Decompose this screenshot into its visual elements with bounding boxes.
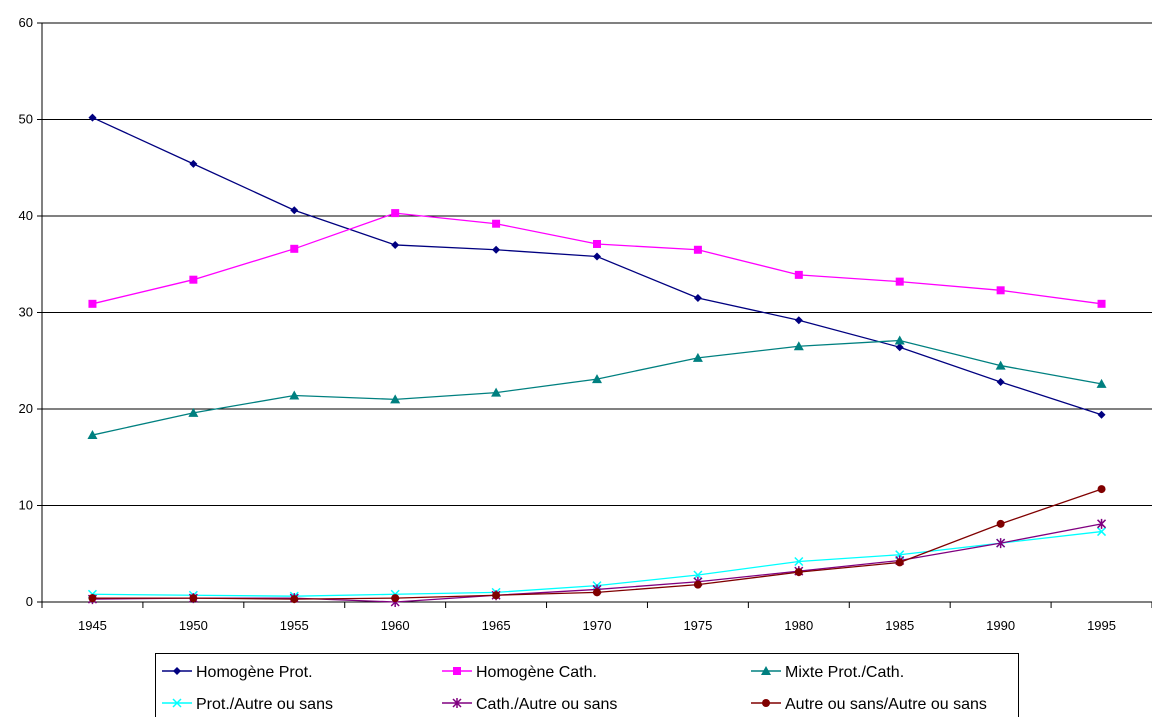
legend-label: Homogène Cath. [476,664,597,681]
legend-box [155,653,1019,717]
data-point [290,206,299,215]
series-line [92,339,1102,436]
data-point [794,316,803,325]
legend-marker [173,667,181,675]
legend-item: Homogène Prot. [162,664,313,681]
data-point [895,277,904,286]
x-tick-label: 1965 [482,618,511,633]
y-tick-label: 40 [19,208,33,223]
legend-label: Prot./Autre ou sans [196,696,333,713]
data-point [492,591,501,600]
data-point [593,588,601,597]
data-point [290,244,299,253]
data-point [88,113,97,122]
y-axis-ticks: 0 10 20 30 40 50 60 [19,15,42,609]
data-point [189,159,198,168]
data-point [1097,527,1107,537]
data-point [1097,485,1106,494]
data-point [88,594,97,603]
legend-marker [761,666,771,675]
data-point [794,556,804,567]
data-point [693,294,702,303]
legend-label: Mixte Prot./Cath. [785,664,904,681]
data-point [88,299,97,308]
x-tick-label: 1990 [986,618,1015,633]
y-tick-label: 20 [19,401,33,416]
series-layer [87,113,1107,607]
legend: Homogène Prot. Homogène Cath. Mixte Prot./… [155,653,1019,717]
x-tick-label: 1960 [381,618,410,633]
x-tick-label: 1985 [885,618,914,633]
data-point [995,360,1006,370]
legend-marker [172,698,182,708]
y-tick-label: 60 [19,15,33,30]
series-2 [87,335,1107,440]
data-point [794,568,803,577]
data-point [391,209,400,218]
legend-item: Homogène Cath. [442,664,597,681]
data-point [895,343,904,352]
data-point [996,286,1005,295]
data-point [794,270,803,279]
data-point [1096,378,1107,388]
series-1 [88,209,1106,308]
x-tick-label: 1970 [583,618,612,633]
legend-item: Autre ou sans/Autre ou sans [751,696,987,713]
y-tick-label: 0 [26,594,33,609]
data-point [87,430,98,440]
data-point [593,252,601,261]
x-tick-label: 1955 [280,618,309,633]
data-point [692,352,703,362]
data-point [996,519,1005,528]
data-point [996,377,1005,386]
legend-marker [762,699,770,707]
data-point [793,341,804,351]
series-0 [88,113,1106,419]
data-point [492,219,501,228]
y-tick-label: 30 [19,305,33,320]
data-point [593,239,601,248]
legend-marker [453,667,461,675]
data-point [391,240,400,249]
data-point [895,558,904,567]
legend-marker [452,698,462,708]
series-5 [88,485,1106,604]
y-tick-label: 10 [19,498,33,513]
x-axis-ticks: 1945 1950 1955 1960 1965 1970 1975 1980 1985 1990… [41,602,1152,633]
legend-label: Homogène Prot. [196,664,313,681]
data-point [289,390,300,400]
gridlines [42,22,1152,506]
data-point [592,374,602,384]
data-point [189,275,198,284]
data-point [693,570,703,580]
data-point [693,245,702,254]
legend-label: Cath./Autre ou sans [476,696,617,713]
legend-item: Mixte Prot./Cath. [751,664,904,681]
data-point [894,335,905,345]
x-tick-label: 1995 [1087,618,1116,633]
data-point [1097,518,1107,529]
data-point [1097,410,1106,419]
legend-item: Cath./Autre ou sans [442,696,617,713]
data-point [1097,299,1106,308]
data-point [693,580,702,589]
x-tick-label: 1980 [784,618,813,633]
legend-item: Prot./Autre ou sans [162,696,333,713]
y-tick-label: 50 [19,112,33,127]
x-tick-label: 1950 [179,618,208,633]
x-tick-label: 1945 [78,618,107,633]
data-point [996,538,1006,549]
data-point [188,407,199,417]
x-tick-label: 1975 [683,618,712,633]
data-point [189,594,198,603]
series-line [92,116,1102,416]
data-point [290,595,299,604]
legend-label: Autre ou sans/Autre ou sans [785,696,987,713]
data-point [391,594,400,603]
data-point [390,394,401,404]
data-point [492,245,501,254]
data-point [491,387,502,397]
